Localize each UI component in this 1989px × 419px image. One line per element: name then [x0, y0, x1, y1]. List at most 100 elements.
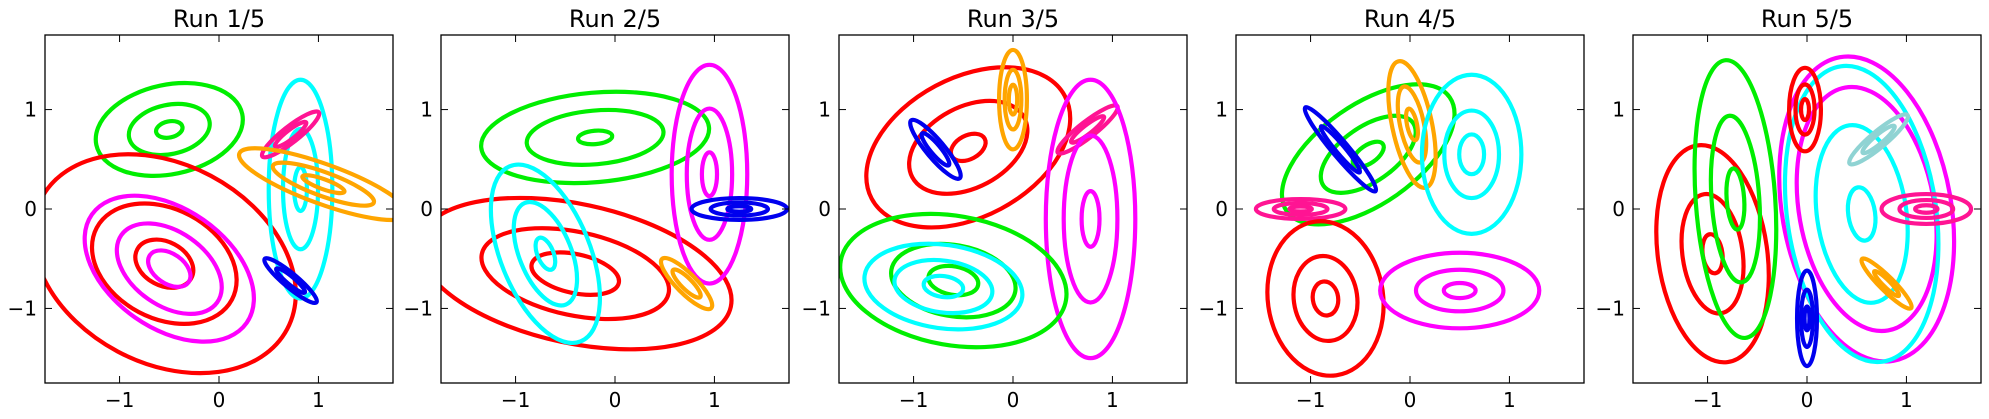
contour-ring-6-2 [708, 200, 771, 218]
contour-ring-3-2 [1395, 84, 1429, 165]
contour-ring-7-1 [862, 241, 1025, 332]
chart-panel-3: Run 3/5 −1 0 1 −1 0 1 [802, 5, 1188, 412]
contour-ring-5-3 [1287, 204, 1314, 214]
y-tick-label: −1 [1199, 296, 1228, 320]
x-tick-label: −1 [1693, 388, 1722, 412]
contour-ring-1-1 [864, 65, 1073, 230]
contour-ring-1-3 [153, 118, 185, 140]
contour-ring-1-1 [479, 89, 712, 186]
contour-ring-4-1 [1419, 72, 1524, 236]
contour-ring-2-2 [919, 131, 952, 168]
y-tick-label: −1 [8, 296, 37, 320]
contour-ring-5-2 [670, 267, 703, 300]
contour-ring-6-1 [839, 211, 1069, 350]
x-tick-label: 0 [213, 388, 226, 412]
chart-title: Run 3/5 [967, 5, 1059, 33]
y-tick-label: 1 [420, 98, 433, 122]
y-tick-label: 0 [24, 197, 37, 221]
contour-ring-2-2 [1318, 124, 1363, 175]
contour-ring-8-1 [1859, 256, 1914, 311]
chart-title: Run 4/5 [1364, 5, 1456, 33]
contour-ring-5-1 [1043, 77, 1138, 361]
contour-ring-3-1 [488, 162, 603, 346]
contour-ring-6-3 [300, 173, 347, 196]
contour-ring-6-3 [1310, 279, 1341, 318]
contour-ring-5-2 [272, 119, 309, 150]
y-tick-label: 1 [818, 98, 831, 122]
contour-ring-5-1 [1253, 196, 1348, 222]
y-tick-label: −1 [802, 296, 831, 320]
contour-ring-7-2 [274, 266, 308, 295]
chart-panel-5: Run 5/5 −1 0 1 −1 0 1 [1596, 5, 1982, 412]
x-tick-label: 0 [1404, 388, 1417, 412]
y-tick-label: 1 [24, 98, 37, 122]
contour-ring-6-3 [725, 204, 754, 214]
contour-ring-1-1 [93, 80, 245, 178]
y-tick-label: −1 [1596, 296, 1625, 320]
contour-ring-3-3 [1403, 106, 1420, 143]
contour-ring-7-2 [1413, 267, 1506, 314]
contour-ring-5-2 [1793, 82, 1817, 137]
contour-ring-3-1 [996, 47, 1030, 152]
contour-ring-7-1 [1378, 250, 1542, 331]
contour-ring-6-1 [236, 146, 393, 223]
contour-ring-9-1 [1794, 268, 1820, 369]
contour-ring-4-2 [1068, 114, 1107, 145]
contour-ring-7-2 [892, 257, 995, 316]
axes-frame [440, 34, 790, 384]
contour-ring-2-2 [1708, 113, 1763, 285]
contour-ring-7-1 [1879, 191, 1974, 227]
contour-ring-2-2 [89, 201, 239, 326]
contour-ring-5-1 [1787, 65, 1824, 154]
contour-ring-4-2 [684, 106, 735, 242]
contour-ring-2-1 [1302, 105, 1379, 194]
plot-area [45, 77, 393, 376]
x-tick-label: 1 [708, 388, 721, 412]
x-tick-label: −1 [1296, 388, 1325, 412]
plot-area [1253, 59, 1542, 378]
contour-ring-4-1 [1782, 63, 1941, 365]
x-tick-label: −1 [501, 388, 530, 412]
x-tick-label: −1 [899, 388, 928, 412]
x-tick-label: −1 [105, 388, 134, 412]
contour-ring-4-3 [1845, 185, 1878, 243]
chart-panel-4: Run 4/5 −1 0 1 −1 0 1 [1199, 5, 1585, 412]
contour-ring-3-3 [146, 248, 193, 289]
contour-ring-3-2 [114, 221, 224, 316]
contour-ring-7-3 [1913, 203, 1940, 215]
contour-ring-7-2 [1897, 197, 1956, 221]
x-tick-label: 1 [1900, 388, 1913, 412]
plot-area [441, 62, 789, 352]
contour-ring-2-3 [529, 250, 622, 297]
contour-ring-2-1 [908, 117, 963, 181]
contour-ring-2-1 [1692, 58, 1779, 341]
contour-ring-1-1 [1654, 143, 1771, 365]
contour-ring-7-1 [262, 256, 319, 306]
x-tick-label: 0 [1007, 388, 1020, 412]
contour-ring-3-2 [511, 199, 580, 308]
contour-ring-9-2 [1798, 287, 1816, 350]
contour-ring-5-1 [259, 109, 322, 160]
y-tick-label: 1 [1612, 98, 1625, 122]
contour-ring-1-3 [1350, 139, 1386, 170]
chart-title: Run 2/5 [569, 5, 661, 33]
x-tick-label: 1 [312, 388, 325, 412]
contour-ring-5-1 [658, 255, 715, 312]
chart-panel-1: Run 1/5 −1 0 1 −1 0 1 [8, 5, 394, 412]
x-tick-label: 0 [609, 388, 622, 412]
contour-ring-5-3 [1079, 189, 1102, 249]
contour-ring-4-2 [1442, 108, 1502, 201]
contour-ring-4-3 [1457, 132, 1487, 177]
chart-title: Run 1/5 [173, 5, 265, 33]
contour-ring-3-1 [82, 193, 256, 344]
contour-ring-8-2 [1871, 268, 1902, 299]
contour-ring-4-1 [669, 62, 750, 286]
y-tick-label: 0 [1215, 197, 1228, 221]
contour-ring-1-3 [575, 128, 615, 147]
contour-ring-5-3 [1798, 97, 1812, 123]
chart-title: Run 5/5 [1761, 5, 1853, 33]
y-tick-label: 0 [420, 197, 433, 221]
contour-ring-7-3 [1441, 280, 1478, 301]
contour-ring-2-1 [45, 152, 298, 376]
